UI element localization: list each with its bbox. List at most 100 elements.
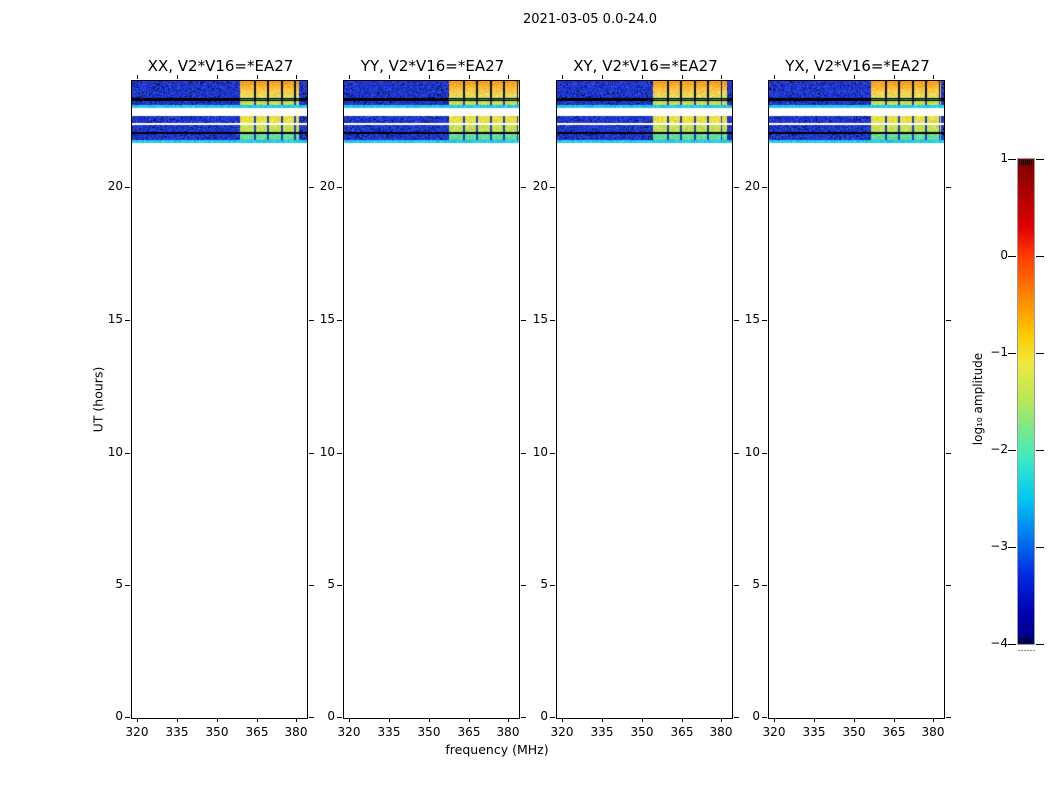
y-tick-right: [946, 187, 951, 188]
colorbar-tick-right: [1036, 256, 1044, 257]
y-tick-label: 10: [319, 445, 335, 459]
y-tick-left: [337, 585, 342, 586]
y-tick-right: [309, 453, 314, 454]
x-tick-top: [137, 75, 138, 79]
x-tick-label: 380: [921, 725, 945, 739]
panel-title-yy: YY, V2*V16=*EA27: [360, 57, 505, 75]
x-tick-label: 320: [125, 725, 149, 739]
y-tick-label: 10: [744, 445, 760, 459]
y-tick-right: [521, 453, 526, 454]
colorbar-hatch: [1019, 638, 1020, 643]
colorbar-hatch: [1025, 160, 1026, 165]
x-tick-top: [508, 75, 509, 79]
y-tick-right: [946, 453, 951, 454]
colorbar-hatch: [1021, 160, 1022, 165]
x-tick-top: [774, 75, 775, 79]
x-tick-label: 320: [762, 725, 786, 739]
colorbar-dots: [1018, 650, 1020, 651]
x-tick: [349, 718, 350, 722]
figure-title: 2021-03-05 0.0-24.0: [523, 12, 657, 27]
colorbar-tick-label: −3: [990, 539, 1008, 553]
colorbar-hatch: [1023, 638, 1024, 643]
y-tick-left: [125, 187, 130, 188]
x-tick-label: 335: [165, 725, 189, 739]
x-tick-top: [854, 75, 855, 79]
x-tick-top: [642, 75, 643, 79]
x-tick-label: 350: [630, 725, 654, 739]
x-tick: [814, 718, 815, 722]
x-tick: [562, 718, 563, 722]
y-tick-right: [309, 320, 314, 321]
colorbar-hatch: [1025, 638, 1026, 643]
colorbar-hatch: [1021, 638, 1022, 643]
x-tick-top: [814, 75, 815, 79]
x-tick: [508, 718, 509, 722]
colorbar-tick-left: [1008, 256, 1016, 257]
x-tick-label: 335: [802, 725, 826, 739]
x-tick-top: [894, 75, 895, 79]
x-tick: [854, 718, 855, 722]
panel-yx: YX, V2*V16=*EA27 320 335 350 365 380 0 5 10 15 20: [745, 57, 951, 739]
y-tick-label: 5: [115, 577, 123, 591]
y-tick-label: 10: [107, 445, 123, 459]
x-tick-label: 350: [842, 725, 866, 739]
y-tick-label: 15: [744, 312, 760, 326]
y-tick-label: 15: [319, 312, 335, 326]
y-tick-left: [337, 717, 342, 718]
y-tick-label: 20: [107, 179, 123, 193]
colorbar-hatch: [1031, 638, 1032, 643]
colorbar-hatch: [1031, 160, 1032, 165]
colorbar-tick-right: [1036, 353, 1044, 354]
y-tick-left: [125, 453, 130, 454]
x-tick: [469, 718, 470, 722]
x-tick-top: [933, 75, 934, 79]
x-tick-top: [349, 75, 350, 79]
x-tick-top: [217, 75, 218, 79]
y-tick-left: [337, 320, 342, 321]
spectrogram-yy: [344, 81, 519, 145]
y-tick-label: 0: [327, 709, 335, 723]
y-tick-right: [521, 320, 526, 321]
y-tick-left: [762, 717, 767, 718]
y-tick-right: [734, 717, 739, 718]
y-tick-right: [521, 717, 526, 718]
colorbar-hatch: [1027, 638, 1028, 643]
y-tick-right: [946, 717, 951, 718]
x-tick: [602, 718, 603, 722]
y-tick-left: [337, 453, 342, 454]
x-tick-label: 335: [590, 725, 614, 739]
y-tick-left: [762, 585, 767, 586]
x-tick: [774, 718, 775, 722]
x-tick: [721, 718, 722, 722]
spectrogram-yx: [769, 81, 944, 145]
x-tick-top: [721, 75, 722, 79]
colorbar-tick-left: [1008, 547, 1016, 548]
colorbar-tick-right: [1036, 547, 1044, 548]
colorbar-tick-label: 1: [1000, 151, 1008, 165]
y-tick-left: [762, 453, 767, 454]
x-tick-top: [296, 75, 297, 79]
y-tick-right: [734, 453, 739, 454]
panel-yy: YY, V2*V16=*EA27 320 335 350 365 380 0 5 10 15 20: [320, 57, 526, 739]
x-tick-label: 350: [205, 725, 229, 739]
panel-title-xx: XX, V2*V16=*EA27: [147, 57, 294, 75]
y-tick-right: [309, 585, 314, 586]
panel-title-yx: YX, V2*V16=*EA27: [785, 57, 930, 75]
x-tick-label: 380: [284, 725, 308, 739]
y-tick-label: 5: [752, 577, 760, 591]
y-tick-label: 5: [327, 577, 335, 591]
y-tick-right: [309, 187, 314, 188]
y-tick-left: [550, 453, 555, 454]
x-tick: [257, 718, 258, 722]
x-tick-label: 365: [670, 725, 694, 739]
colorbar-tick-left: [1008, 644, 1016, 645]
x-tick: [894, 718, 895, 722]
colorbar-dots: [1021, 650, 1023, 651]
colorbar-hatch: [1027, 160, 1028, 165]
y-tick-right: [521, 585, 526, 586]
y-tick-label: 15: [107, 312, 123, 326]
colorbar-dots: [1024, 650, 1026, 651]
x-tick-label: 335: [377, 725, 401, 739]
y-tick-right: [734, 187, 739, 188]
